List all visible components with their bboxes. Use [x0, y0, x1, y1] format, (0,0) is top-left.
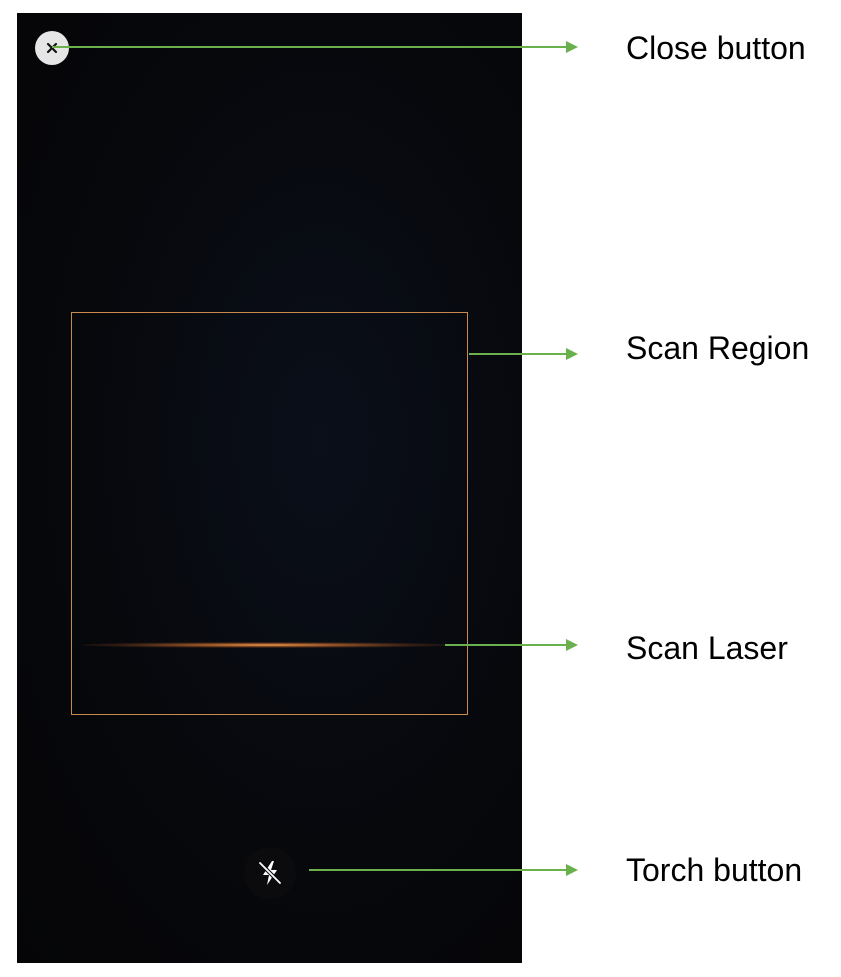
- close-icon: [45, 41, 59, 55]
- scanner-screen: [17, 13, 522, 963]
- flash-off-icon: [255, 858, 285, 888]
- scan-laser-arrow-line: [445, 644, 566, 646]
- torch-button-arrowhead: [566, 864, 578, 876]
- scan-region-callout: Scan Region: [626, 330, 810, 366]
- close-button-arrowhead: [566, 41, 578, 53]
- scan-laser: [82, 642, 452, 648]
- torch-button-callout: Torch button: [626, 852, 803, 888]
- scan-region-arrow-line: [469, 353, 566, 355]
- close-button-callout: Close button: [626, 30, 806, 66]
- scan-region-arrowhead: [566, 348, 578, 360]
- close-button[interactable]: [35, 31, 69, 65]
- scan-laser-callout: Scan Laser: [626, 630, 788, 666]
- scan-region: [71, 312, 468, 715]
- scan-laser-arrowhead: [566, 639, 578, 651]
- torch-button-arrow-line: [309, 869, 566, 871]
- close-button-arrow-line: [52, 46, 566, 48]
- torch-button[interactable]: [244, 847, 296, 899]
